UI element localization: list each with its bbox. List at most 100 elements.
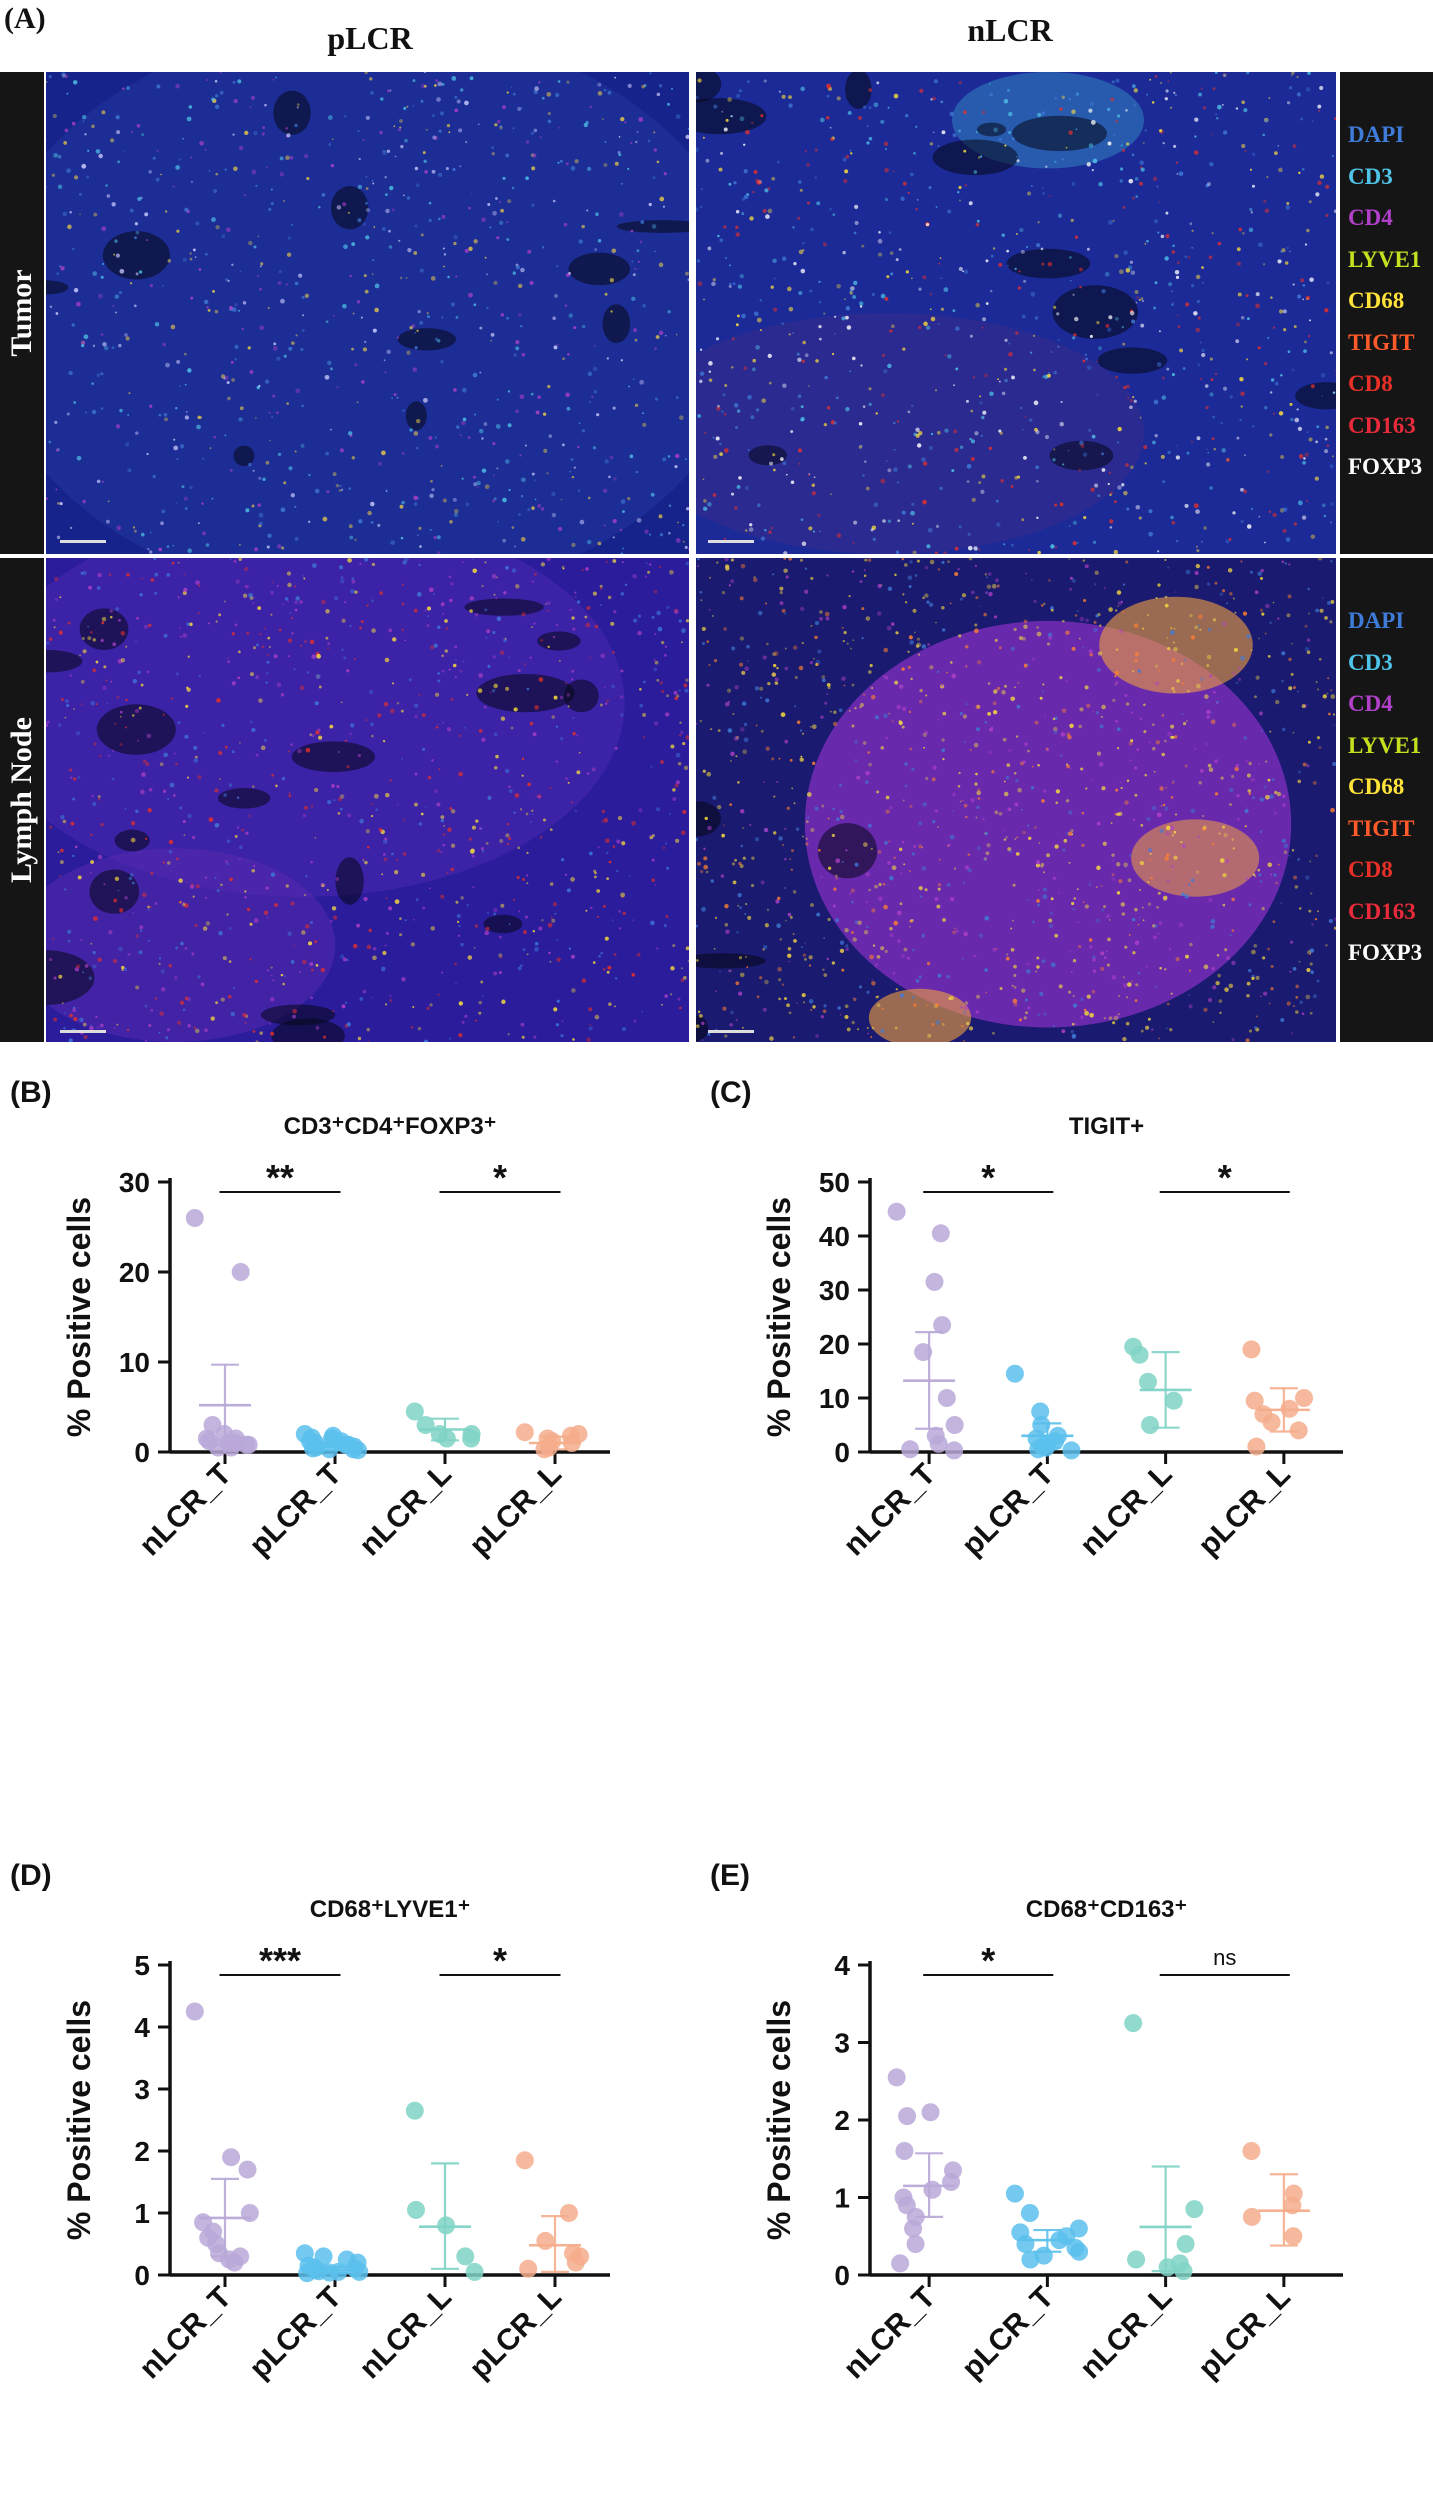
x-tick-label: pLCR_L xyxy=(1192,2281,1297,2386)
data-point xyxy=(1130,1345,1149,1364)
data-point xyxy=(1164,1391,1183,1410)
data-point xyxy=(914,1343,933,1362)
data-point xyxy=(456,2247,475,2266)
data-point xyxy=(350,2262,369,2281)
legend-marker-foxp3: FOXP3 xyxy=(1348,940,1423,965)
significance-label: *** xyxy=(259,1940,301,1981)
x-tick-label: pLCR_L xyxy=(463,2281,568,2386)
data-point xyxy=(1020,2204,1039,2222)
data-point xyxy=(298,2264,317,2283)
data-point xyxy=(405,1402,424,1421)
data-point xyxy=(925,1272,944,1291)
data-point xyxy=(1284,2227,1303,2246)
data-point xyxy=(937,1389,956,1407)
data-point xyxy=(1158,2258,1177,2277)
x-tick-label: pLCR_T xyxy=(243,1458,348,1563)
legend-marker-cd8: CD8 xyxy=(1348,371,1393,396)
chart-c: (C) TIGIT+ 0 10 20 30 40 50 % Positive cells nLCR… xyxy=(700,1062,1433,1652)
y-tick-label: 10 xyxy=(119,1347,150,1378)
y-axis-label: % Positive cells xyxy=(61,1197,97,1437)
y-tick-label: 0 xyxy=(834,2260,850,2291)
data-point xyxy=(1289,1421,1308,1440)
x-tick-label: pLCR_L xyxy=(463,1458,568,1563)
data-point xyxy=(1032,1416,1051,1434)
chart-title: CD68⁺LYVE1⁺ xyxy=(310,1896,471,1923)
data-point xyxy=(519,2259,538,2278)
data-point xyxy=(1062,1441,1081,1460)
y-tick-label: 1 xyxy=(834,2183,850,2214)
data-point xyxy=(1242,1340,1261,1359)
y-axis-label: % Positive cells xyxy=(761,1197,797,1437)
data-point xyxy=(231,1263,250,1281)
legend-marker-foxp3: FOXP3 xyxy=(1348,454,1423,479)
x-tick-label: nLCR_T xyxy=(837,2281,942,2386)
y-tick-label: 3 xyxy=(134,2074,150,2105)
data-point xyxy=(1242,2207,1261,2226)
data-point xyxy=(222,2148,241,2167)
data-point xyxy=(1005,2184,1024,2203)
significance-label: * xyxy=(493,1157,507,1198)
data-point xyxy=(931,1224,950,1243)
data-point xyxy=(536,2231,555,2250)
data-point xyxy=(887,1202,906,1221)
data-point xyxy=(898,2107,917,2126)
significance-label: * xyxy=(981,1940,995,1981)
data-point xyxy=(887,2068,906,2087)
legend-marker-dapi: DAPI xyxy=(1348,608,1405,633)
chart-svg: (D) CD68⁺LYVE1⁺ 0 1 2 3 4 5 % Positive cells nLCR… xyxy=(10,1859,610,2386)
data-point xyxy=(1127,2250,1146,2269)
y-tick-label: 4 xyxy=(834,1950,850,1981)
x-tick-label: nLCR_L xyxy=(1074,2281,1179,2386)
y-tick-label: 5 xyxy=(134,1950,150,1981)
data-point xyxy=(923,2180,942,2199)
data-point xyxy=(1245,1391,1264,1410)
data-point xyxy=(559,2204,578,2222)
data-point xyxy=(349,1441,368,1460)
y-tick-label: 10 xyxy=(819,1383,850,1414)
data-point xyxy=(1140,1416,1159,1434)
data-point xyxy=(891,2254,910,2273)
data-point xyxy=(465,2262,484,2281)
data-point xyxy=(303,1439,322,1458)
row-label-lymph-node: Lymph Node xyxy=(0,558,44,1042)
data-point xyxy=(1124,2014,1143,2033)
data-point xyxy=(942,2173,961,2191)
marker-legend-tumor: DAPI CD3 CD4 LYVE1 CD68 TIGIT CD8 CD163 FOXP3 xyxy=(1340,72,1433,554)
data-point xyxy=(1070,2242,1089,2261)
x-tick-label: pLCR_L xyxy=(1192,1458,1297,1563)
y-axis-label: % Positive cells xyxy=(61,2000,97,2240)
chart-title: TIGIT+ xyxy=(1069,1113,1144,1140)
data-point xyxy=(929,1434,948,1453)
legend-marker-cd8: CD8 xyxy=(1348,857,1393,882)
marker-legend-lymph-node: DAPI CD3 CD4 LYVE1 CD68 TIGIT CD8 CD163 FOXP3 xyxy=(1340,558,1433,1042)
panel-a: (A) pLCR nLCR Tumor Lymph Node DAPI CD3 CD… xyxy=(0,0,1433,1050)
legend-marker-cd4: CD4 xyxy=(1348,691,1393,716)
panel-letter: (E) xyxy=(710,1859,750,1892)
data-point xyxy=(405,2101,424,2120)
panel-letter: (C) xyxy=(710,1076,752,1109)
y-tick-label: 50 xyxy=(819,1167,850,1198)
data-point xyxy=(185,1209,204,1227)
significance-label: * xyxy=(493,1940,507,1981)
chart-svg: (C) TIGIT+ 0 10 20 30 40 50 % Positive cells nLCR… xyxy=(710,1076,1343,1563)
data-point xyxy=(566,2253,585,2272)
data-point xyxy=(901,1440,920,1459)
row-label-tumor: Tumor xyxy=(0,72,44,554)
y-tick-label: 1 xyxy=(134,2198,150,2229)
data-point xyxy=(208,1438,227,1457)
data-point xyxy=(239,1435,258,1454)
panel-letter: (B) xyxy=(10,1076,52,1109)
legend-marker-cd3: CD3 xyxy=(1348,163,1393,189)
legend-marker-cd163: CD163 xyxy=(1348,898,1416,924)
data-point xyxy=(1005,1364,1024,1383)
x-tick-label: pLCR_T xyxy=(956,1458,1061,1563)
chart-svg: (B) CD3⁺CD4⁺FOXP3⁺ 0 10 20 30 % Positive cells… xyxy=(10,1076,610,1563)
significance-label: * xyxy=(1218,1157,1232,1198)
x-tick-label: pLCR_T xyxy=(956,2281,1061,2386)
chart-b: (B) CD3⁺CD4⁺FOXP3⁺ 0 10 20 30 % Positive cells… xyxy=(0,1062,700,1652)
data-point xyxy=(933,1316,952,1335)
legend-marker-cd3: CD3 xyxy=(1348,649,1393,675)
chart-title: CD68⁺CD163⁺ xyxy=(1026,1896,1187,1923)
y-tick-label: 20 xyxy=(119,1257,150,1288)
chart-e: (E) CD68⁺CD163⁺ 0 1 2 3 4 % Positive cells nLCR_… xyxy=(700,1845,1433,2495)
